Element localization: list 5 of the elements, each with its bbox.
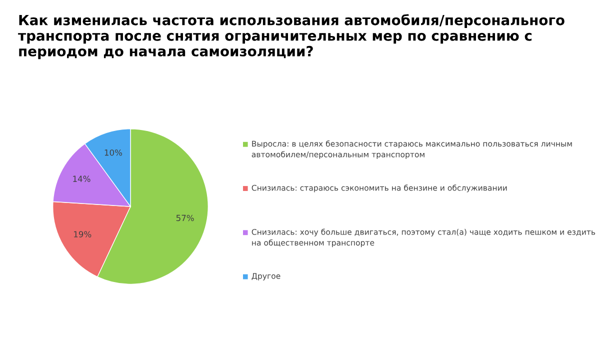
data-label: 10% [104,149,122,156]
data-label: 57% [176,214,194,222]
data-label: 19% [74,231,92,238]
data-label: 14% [73,176,90,182]
chart-title: Как изменилась частота использования автомобиля/персонального транспорта после снятия ограничительных мер по сравнению с периодом до начала самоизоляции? [18,14,564,60]
